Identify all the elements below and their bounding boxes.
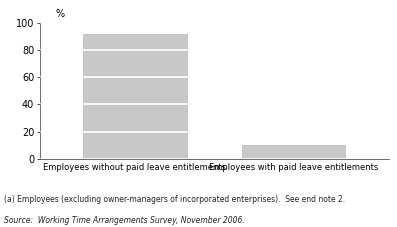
Text: %: % (56, 9, 65, 19)
Bar (242, 145, 345, 159)
Text: (a) Employees (excluding owner-managers of incorporated enterprises).  See end n: (a) Employees (excluding owner-managers … (4, 195, 345, 204)
Bar (83, 34, 187, 159)
Text: Source:  Working Time Arrangements Survey, November 2006.: Source: Working Time Arrangements Survey… (4, 216, 245, 225)
